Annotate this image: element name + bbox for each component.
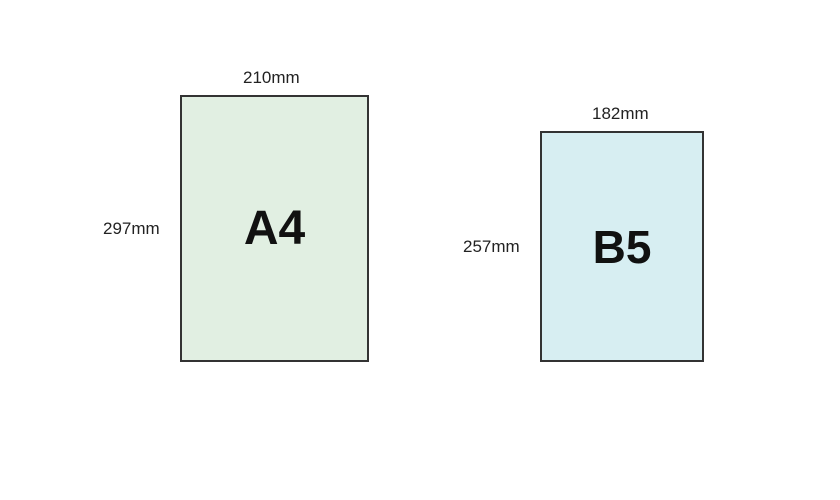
sheet-a4-label: A4 xyxy=(244,205,305,253)
sheet-a4: A4 xyxy=(180,95,369,362)
sheet-b5: B5 xyxy=(540,131,704,362)
b5-height-label: 257mm xyxy=(463,237,520,257)
b5-width-label: 182mm xyxy=(592,104,649,124)
a4-width-label: 210mm xyxy=(243,68,300,88)
paper-size-diagram: A4 210mm 297mm B5 182mm 257mm xyxy=(0,0,840,500)
sheet-b5-label: B5 xyxy=(593,224,652,270)
a4-height-label: 297mm xyxy=(103,219,160,239)
